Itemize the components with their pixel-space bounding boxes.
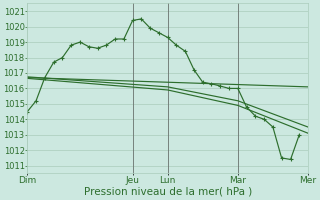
X-axis label: Pression niveau de la mer( hPa ): Pression niveau de la mer( hPa ): [84, 187, 252, 197]
